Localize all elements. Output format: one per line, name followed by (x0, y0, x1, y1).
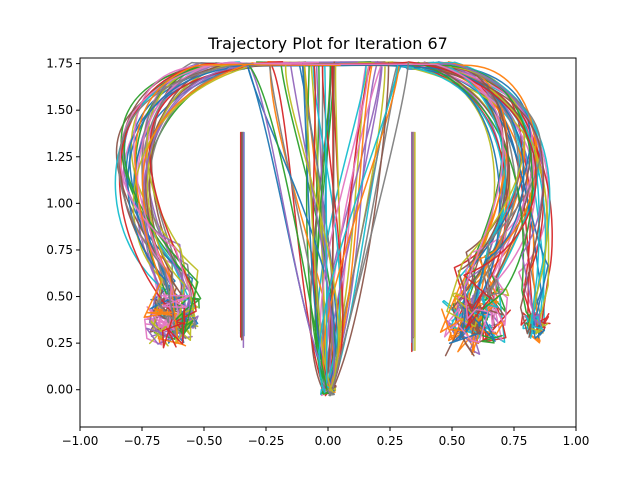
trajectory-line (134, 63, 341, 319)
x-tick-label: −0.25 (248, 434, 285, 448)
x-axis: −1.00 −0.75 −0.50 −0.25 0.00 0.25 0.50 0.75 1.00 (62, 427, 590, 448)
x-tick-label: 1.00 (563, 434, 590, 448)
trajectory-layer (114, 60, 553, 397)
trajectory-line (284, 64, 340, 393)
y-tick-label: 1.50 (46, 103, 73, 117)
y-tick-label: 0.75 (46, 243, 73, 257)
x-tick-label: 0.25 (377, 434, 404, 448)
y-axis: 0.00 0.25 0.50 0.75 1.00 1.25 1.50 1.75 (46, 57, 80, 397)
x-tick-label: 0.50 (439, 434, 466, 448)
x-tick-label: 0.75 (501, 434, 528, 448)
y-tick-label: 0.50 (46, 290, 73, 304)
x-tick-label: −1.00 (62, 434, 99, 448)
trajectory-line (321, 66, 383, 390)
trajectory-line (331, 64, 525, 342)
y-tick-label: 1.25 (46, 150, 73, 164)
x-tick-label: −0.50 (186, 434, 223, 448)
y-tick-label: 1.75 (46, 57, 73, 71)
x-tick-label: 0.00 (315, 434, 342, 448)
chart-title: Trajectory Plot for Iteration 67 (207, 34, 448, 53)
trajectory-line (318, 64, 399, 396)
x-tick-label: −0.75 (124, 434, 161, 448)
y-tick-label: 1.00 (46, 196, 73, 210)
trajectory-line (253, 62, 504, 344)
trajectory-line (248, 65, 333, 397)
y-tick-label: 0.25 (46, 336, 73, 350)
y-tick-label: 0.00 (46, 383, 73, 397)
